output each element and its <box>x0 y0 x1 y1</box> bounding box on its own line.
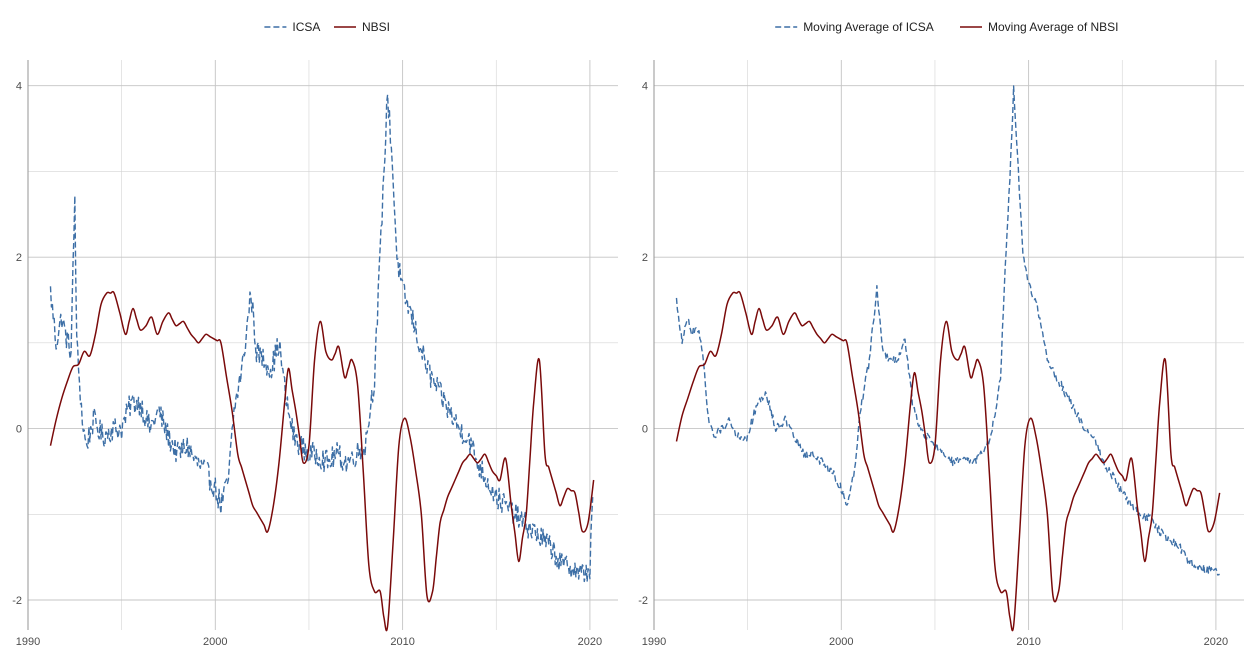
legend-item: Moving Average of NBSI <box>960 20 1119 34</box>
x-tick-label: 2010 <box>390 636 414 648</box>
y-tick-label: -2 <box>638 595 648 607</box>
x-tick-label: 2020 <box>1204 636 1228 648</box>
legend-label: ICSA <box>292 20 320 34</box>
y-tick-label: 0 <box>642 424 648 436</box>
gridlines <box>653 60 1244 630</box>
legend: ICSA NBSI <box>264 20 390 34</box>
legend-item: ICSA <box>264 20 320 34</box>
legend-item: Moving Average of ICSA <box>775 20 934 34</box>
x-tick-label: 2000 <box>203 636 227 648</box>
x-tick-label: 2000 <box>829 636 853 648</box>
legend-label: NBSI <box>362 20 390 34</box>
y-tick-label: 4 <box>16 81 22 93</box>
x-tick-label: 2010 <box>1016 636 1040 648</box>
series-line-moving-average-of-nbsi <box>675 290 1221 632</box>
legend-label: Moving Average of NBSI <box>988 20 1119 34</box>
y-tick-label: 4 <box>642 81 648 93</box>
y-tick-label: 2 <box>16 252 22 264</box>
y-tick-label: 2 <box>642 252 648 264</box>
y-tick-label: 0 <box>16 424 22 436</box>
series-line-icsa <box>49 94 594 583</box>
x-tick-label: 1990 <box>642 636 666 648</box>
y-tick-label: -2 <box>12 595 22 607</box>
left-panel: 1990 2000 2010 2020 -2 0 2 4 ICSA NBSI <box>12 20 618 648</box>
series-line-nbsi <box>49 290 595 632</box>
series-line-moving-average-of-icsa <box>675 85 1220 576</box>
x-tick-label: 2020 <box>578 636 602 648</box>
gridlines <box>27 60 618 630</box>
legend: Moving Average of ICSA Moving Average of … <box>775 20 1119 34</box>
legend-item: NBSI <box>334 20 390 34</box>
x-tick-label: 1990 <box>16 636 40 648</box>
right-panel: 1990 2000 2010 2020 -2 0 2 4 Moving Average of I… <box>638 20 1244 648</box>
legend-label: Moving Average of ICSA <box>803 20 934 34</box>
